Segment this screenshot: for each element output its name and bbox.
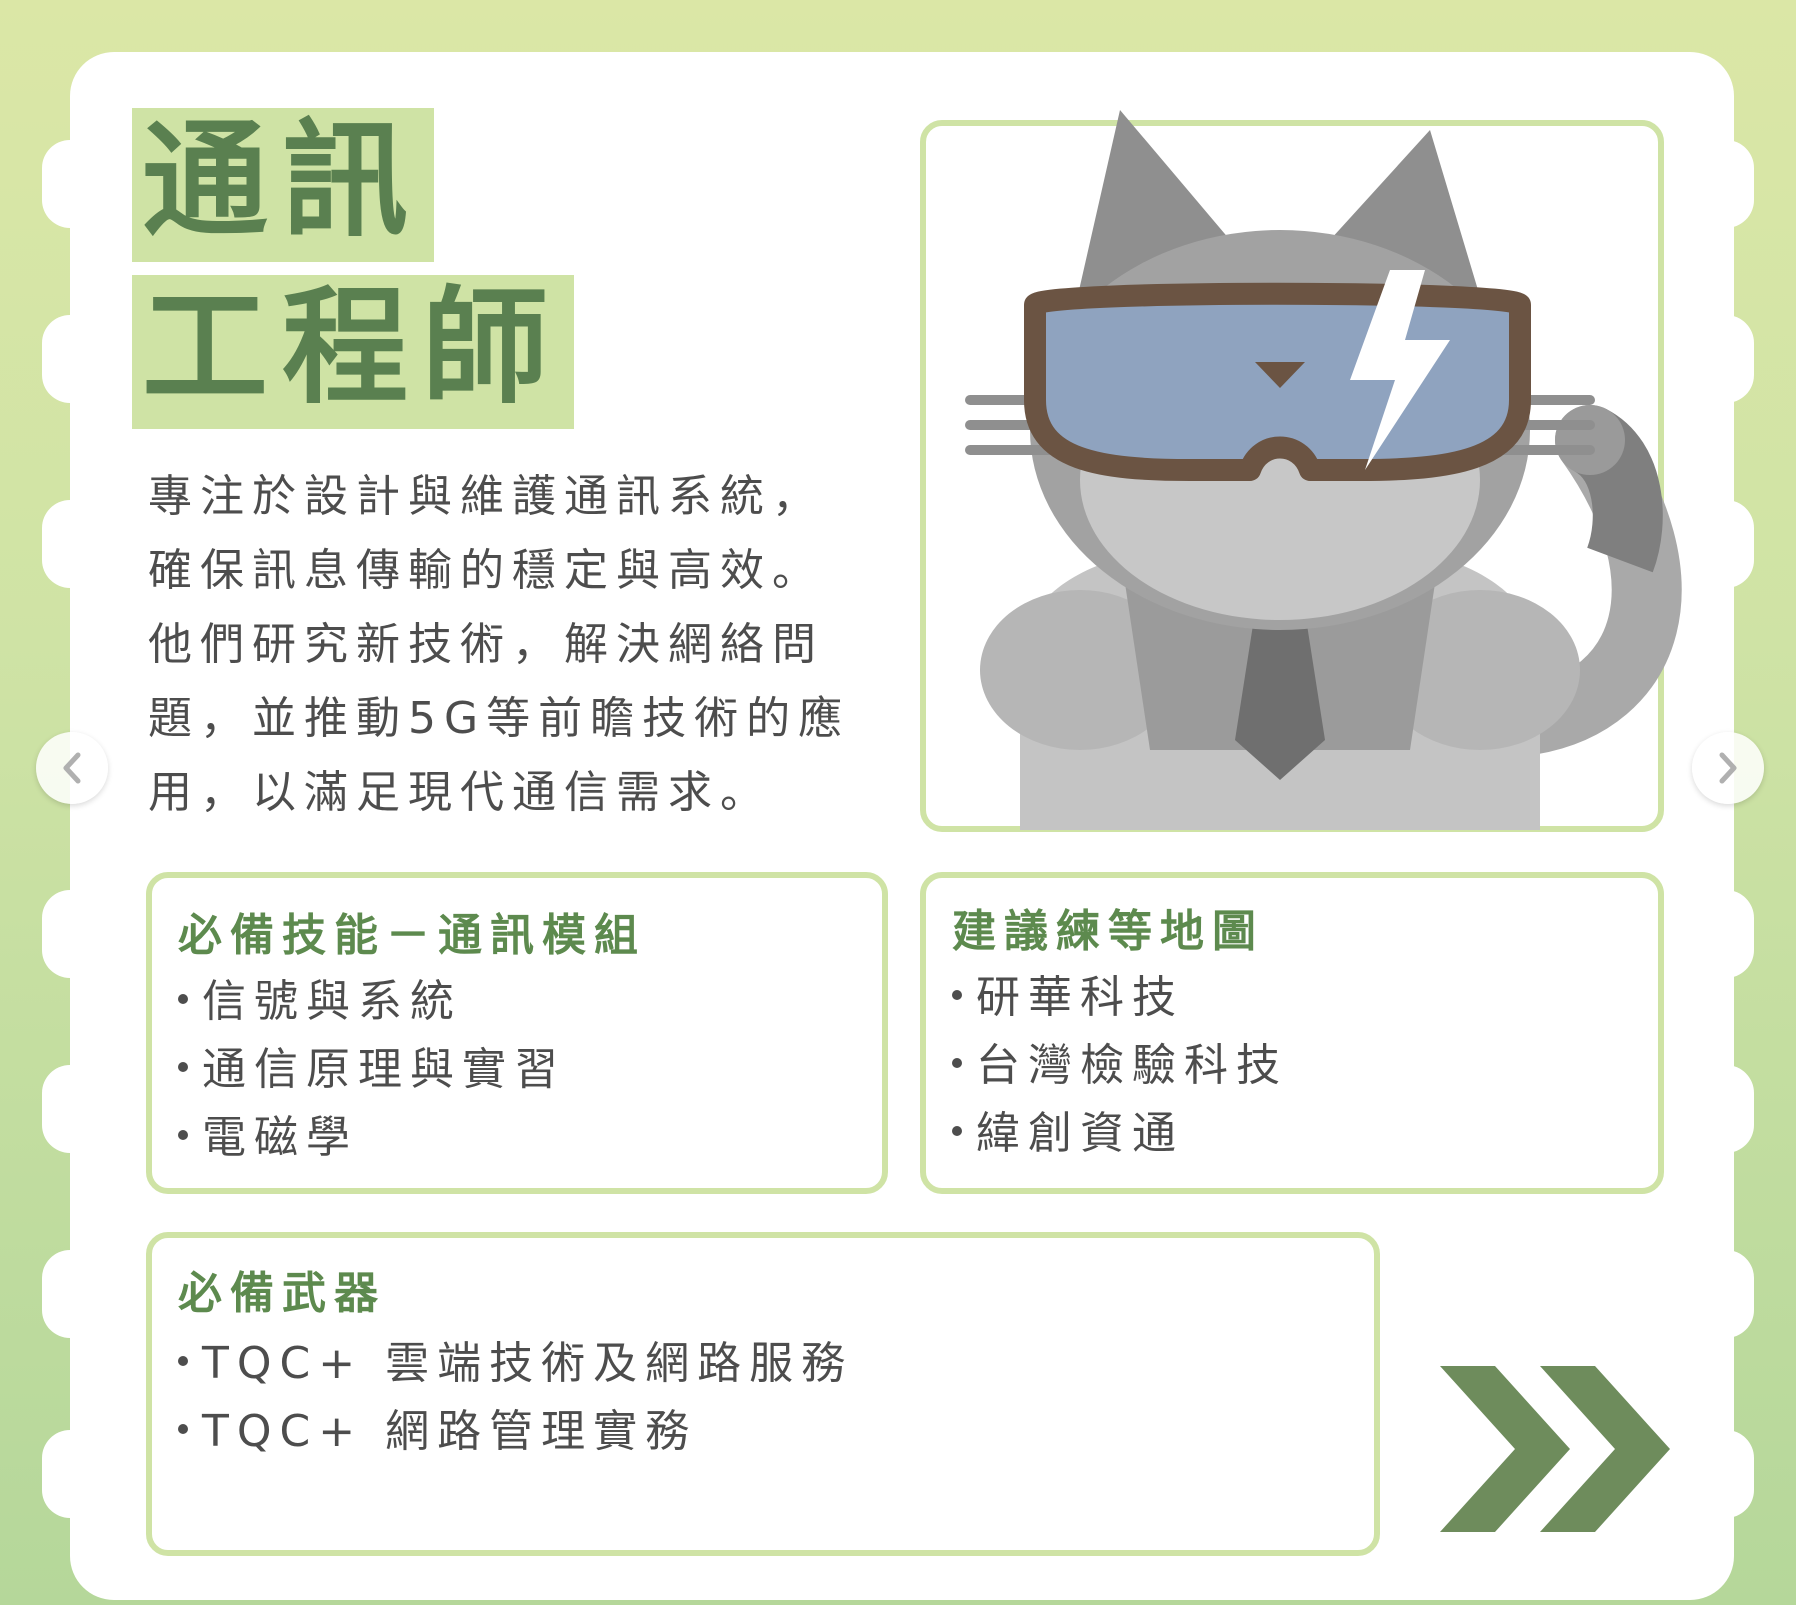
list-item-label: 研華科技 — [976, 972, 1184, 1023]
list-item-label: 通信原理與實習 — [202, 1044, 566, 1095]
card-edge-bump — [42, 1250, 98, 1338]
card-edge-bump — [1698, 500, 1754, 588]
description-line: 專注於設計與維護通訊系統， — [148, 471, 824, 522]
card-edge-bump — [42, 500, 98, 588]
skills-heading: 必備技能－通訊模組 — [178, 910, 646, 961]
list-item: 電磁學 — [178, 1104, 856, 1172]
list-item-label: 電磁學 — [202, 1112, 358, 1163]
bullet-icon — [178, 1356, 188, 1366]
maps-list: 研華科技 台灣檢驗科技 緯創資通 — [952, 964, 1632, 1168]
bullet-icon — [952, 1126, 962, 1136]
bullet-icon — [952, 990, 962, 1000]
carousel-prev-button[interactable] — [36, 732, 108, 804]
card-edge-bump — [1698, 315, 1754, 403]
list-item-label: TQC+ 網路管理實務 — [202, 1406, 698, 1457]
card-edge-bump — [1698, 1250, 1754, 1338]
list-item: 緯創資通 — [952, 1100, 1632, 1168]
maps-heading: 建議練等地圖 — [952, 906, 1264, 957]
bullet-icon — [178, 994, 188, 1004]
card-edge-bump — [42, 1065, 98, 1153]
card-edge-bump — [1698, 140, 1754, 228]
bullet-icon — [952, 1058, 962, 1068]
list-item-label: TQC+ 雲端技術及網路服務 — [202, 1338, 854, 1389]
list-item: TQC+ 雲端技術及網路服務 — [178, 1330, 1348, 1398]
bullet-icon — [178, 1062, 188, 1072]
double-chevron-right-icon — [1440, 1366, 1670, 1532]
list-item: 信號與系統 — [178, 968, 856, 1036]
list-item: 台灣檢驗科技 — [952, 1032, 1632, 1100]
description-line: 用，以滿足現代通信需求。 — [148, 767, 772, 818]
bullet-icon — [178, 1130, 188, 1140]
list-item-label: 台灣檢驗科技 — [976, 1040, 1288, 1091]
skills-box: 必備技能－通訊模組 信號與系統 通信原理與實習 電磁學 — [146, 872, 888, 1194]
carousel-next-button[interactable] — [1692, 732, 1764, 804]
card-edge-bump — [42, 1430, 98, 1518]
card-edge-bump — [1698, 1065, 1754, 1153]
page-title-line-1: 通訊 — [132, 108, 434, 262]
chevron-right-icon — [1719, 752, 1737, 784]
page-title-line-2: 工程師 — [132, 275, 574, 429]
cat-engineer-illustration — [965, 110, 1682, 830]
list-item: 研華科技 — [952, 964, 1632, 1032]
card-edge-bump — [42, 140, 98, 228]
weapons-box: 必備武器 TQC+ 雲端技術及網路服務 TQC+ 網路管理實務 — [146, 1232, 1380, 1556]
chevron-left-icon — [63, 752, 81, 784]
list-item: 通信原理與實習 — [178, 1036, 856, 1104]
weapons-list: TQC+ 雲端技術及網路服務 TQC+ 網路管理實務 — [178, 1330, 1348, 1466]
recommended-maps-box: 建議練等地圖 研華科技 台灣檢驗科技 緯創資通 — [920, 872, 1664, 1194]
description-line: 確保訊息傳輸的穩定與高效。 — [148, 545, 824, 596]
description-line: 題，並推動5G等前瞻技術的應 — [148, 693, 851, 744]
bullet-icon — [178, 1424, 188, 1434]
job-description: 專注於設計與維護通訊系統， 確保訊息傳輸的穩定與高效。 他們研究新技術，解決網絡… — [148, 460, 888, 830]
card-edge-bump — [1698, 890, 1754, 978]
card-edge-bump — [42, 315, 98, 403]
list-item-label: 緯創資通 — [976, 1108, 1184, 1159]
card-edge-bump — [1698, 1430, 1754, 1518]
weapons-heading: 必備武器 — [178, 1268, 386, 1319]
list-item-label: 信號與系統 — [202, 976, 462, 1027]
skills-list: 信號與系統 通信原理與實習 電磁學 — [178, 968, 856, 1172]
description-line: 他們研究新技術，解決網絡問 — [148, 619, 824, 670]
card-edge-bump — [42, 890, 98, 978]
list-item: TQC+ 網路管理實務 — [178, 1398, 1348, 1466]
